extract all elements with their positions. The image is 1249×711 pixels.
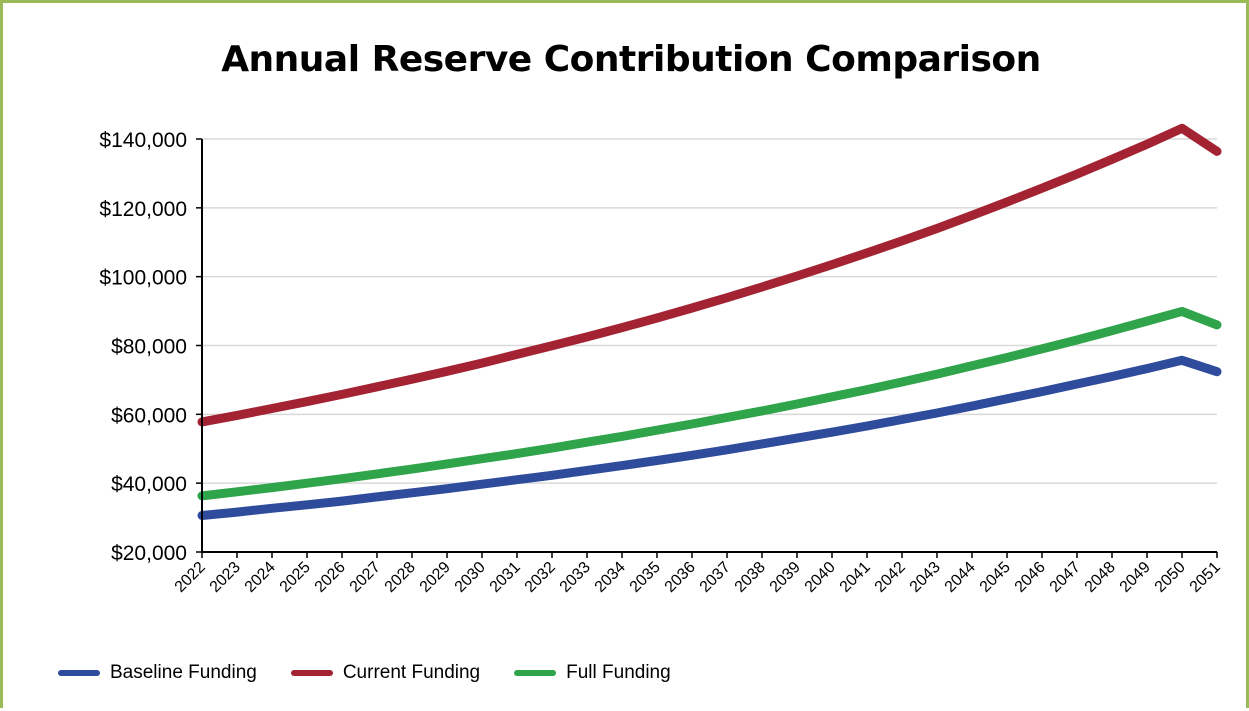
x-tick-label: 2045	[977, 559, 1014, 596]
legend-item-baseline: Baseline Funding	[58, 662, 257, 684]
y-tick-label: $40,000	[111, 473, 187, 496]
y-tick-label: $80,000	[111, 336, 187, 359]
x-tick-label: 2041	[837, 559, 874, 596]
legend: Baseline Funding Current Funding Full Fu…	[58, 660, 705, 686]
series-line-baseline-funding	[197, 355, 1222, 520]
x-tick-label: 2025	[277, 559, 314, 596]
x-tick-label: 2037	[697, 559, 734, 596]
y-tick-label: $120,000	[99, 198, 187, 221]
gridlines	[202, 138, 1217, 484]
legend-item-full: Full Funding	[514, 662, 671, 684]
x-tick-label: 2027	[347, 559, 384, 596]
series-line-full-funding	[197, 306, 1222, 501]
x-tick-label: 2043	[907, 559, 944, 596]
x-tick-label: 2026	[312, 559, 349, 596]
x-tick-label: 2029	[417, 559, 454, 596]
y-tick-label: $60,000	[111, 404, 187, 427]
x-tick-label: 2042	[872, 559, 909, 596]
x-tick-label: 2038	[732, 559, 769, 596]
x-tick-label: 2036	[662, 559, 699, 596]
x-tick-label: 2040	[802, 559, 839, 596]
legend-swatch-full	[514, 670, 557, 676]
x-tick-label: 2039	[767, 559, 804, 596]
legend-label-baseline: Baseline Funding	[110, 662, 257, 683]
x-tick-label: 2047	[1047, 559, 1084, 596]
x-tick-label: 2035	[627, 559, 664, 596]
y-tick-label: $100,000	[99, 267, 187, 290]
x-tick-label: 2032	[522, 559, 559, 596]
legend-swatch-current	[290, 670, 333, 676]
x-tick-label: 2051	[1187, 559, 1224, 596]
series-lines	[197, 123, 1222, 520]
x-tick-label: 2049	[1117, 559, 1154, 596]
legend-label-full: Full Funding	[566, 662, 671, 683]
y-tick-label: $140,000	[99, 129, 187, 152]
x-tick-label: 2031	[487, 559, 524, 596]
x-tick-label: 2028	[382, 559, 419, 596]
line-chart: $20,000 $40,000 $60,000 $80,000 $100,000 $120…	[99, 123, 1224, 596]
x-tick-label: 2030	[452, 559, 489, 596]
x-tick-label: 2023	[207, 559, 244, 596]
y-axis-ticks: $20,000 $40,000 $60,000 $80,000 $100,000 $120…	[99, 129, 187, 565]
x-tick-label: 2034	[592, 559, 629, 596]
legend-label-current: Current Funding	[342, 662, 481, 683]
y-tick-label: $20,000	[111, 542, 187, 565]
x-tick-label: 2046	[1012, 559, 1049, 596]
axes	[196, 138, 1218, 558]
series-line-current-funding	[197, 123, 1222, 427]
chart-title: Annual Reserve Contribution Comparison	[221, 39, 1041, 80]
legend-item-current: Current Funding	[290, 662, 481, 684]
legend-swatch-baseline	[58, 670, 100, 676]
x-tick-label: 2044	[942, 559, 979, 596]
x-tick-label: 2048	[1082, 559, 1119, 596]
x-axis-ticks: 2022202320242025202620272028202920302031…	[172, 559, 1224, 596]
x-tick-label: 2024	[242, 559, 279, 596]
x-tick-label: 2050	[1152, 559, 1189, 596]
x-tick-label: 2033	[557, 559, 594, 596]
